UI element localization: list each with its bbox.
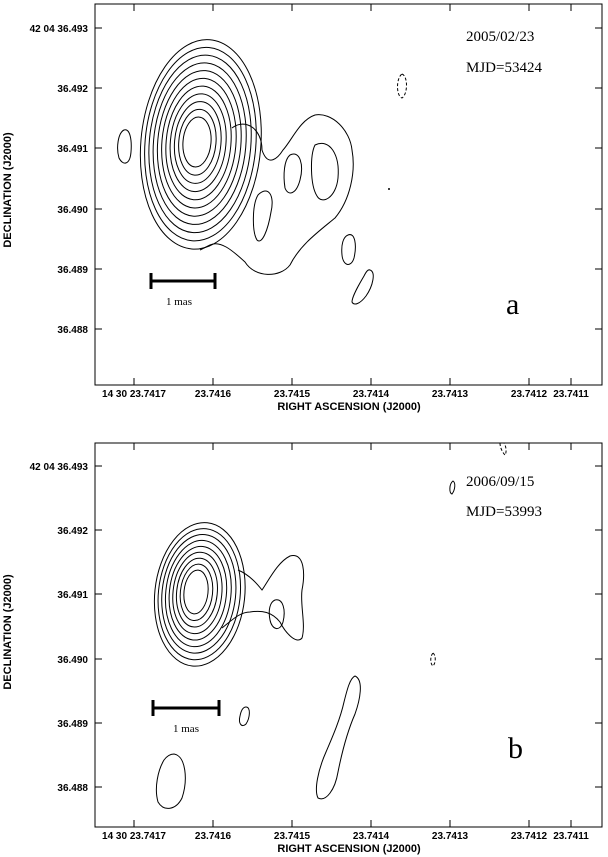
x-tick-label: 23.7415	[274, 389, 311, 400]
component-contour	[117, 129, 132, 164]
x-tick-label: 23.7413	[432, 389, 469, 400]
plot-frame	[94, 3, 603, 386]
y-tick-label: 36.489	[57, 719, 88, 730]
scale-bar-label: 1 mas	[173, 723, 199, 735]
x-tick-label: 23.7414	[353, 389, 390, 400]
core-contour-level	[173, 101, 222, 184]
core-contours	[153, 522, 246, 667]
core-contour-level	[139, 39, 262, 250]
negative-contour	[430, 652, 436, 667]
noise-point	[388, 188, 390, 190]
y-axis-title: DECLINATION (J2000)	[2, 132, 14, 248]
component-contour	[239, 706, 250, 727]
epoch-date: 2005/02/23	[466, 29, 534, 45]
scale-bar-label: 1 mas	[166, 296, 192, 308]
jet-envelope-contour	[221, 555, 304, 641]
core-contour-level	[179, 563, 214, 622]
component-contour	[311, 142, 339, 201]
x-tick-label: 23.7416	[195, 831, 232, 842]
x-tick-label: 23.7416	[195, 389, 232, 400]
component-contour	[341, 234, 356, 265]
y-tick-label: 36.488	[57, 325, 88, 336]
x-tick-label: 14 30 23.7417	[102, 831, 166, 842]
scale-bar: 1 mas	[149, 273, 217, 308]
core-contour-level	[153, 522, 246, 667]
y-tick-label: 36.490	[57, 655, 88, 666]
core-contour-level	[157, 528, 242, 661]
panel-letter: a	[506, 288, 519, 321]
negative-contour	[397, 73, 407, 99]
x-tick-label: 23.7412	[511, 389, 548, 400]
x-tick-label: 23.7414	[353, 831, 390, 842]
panel-letter: b	[508, 732, 523, 765]
component-contour	[155, 753, 186, 809]
y-tick-label: 36.488	[57, 783, 88, 794]
y-axis: 42 04 36.493 36.492 36.491 36.490 36.489…	[2, 462, 602, 794]
core-contour-level	[165, 85, 232, 201]
core-contour-level	[161, 534, 237, 654]
jet-components	[155, 442, 507, 809]
y-tick-label: 36.492	[57, 526, 88, 537]
component-contour	[351, 269, 374, 305]
core-contour-level	[178, 108, 217, 176]
x-tick-label: 14 30 23.7417	[102, 389, 166, 400]
core-contour-level	[175, 557, 218, 628]
y-tick-label: 36.489	[57, 265, 88, 276]
core-contour-level	[144, 46, 257, 242]
y-tick-label: 42 04 36.493	[30, 462, 89, 473]
x-axis-title: RIGHT ASCENSION (J2000)	[277, 401, 421, 413]
y-tick-label: 42 04 36.493	[30, 24, 89, 35]
core-contour-level	[172, 551, 223, 635]
component-contour	[268, 599, 285, 629]
plot-frame	[94, 442, 603, 828]
negative-contour	[499, 442, 507, 456]
epoch-date: 2006/09/15	[466, 474, 534, 490]
core-contour-level	[161, 77, 237, 209]
core-contour-level	[168, 545, 228, 641]
core-contours	[139, 39, 262, 250]
y-tick-label: 36.492	[57, 84, 88, 95]
x-tick-label: 23.7412	[511, 831, 548, 842]
y-tick-label: 36.490	[57, 205, 88, 216]
y-tick-label: 36.491	[57, 144, 88, 155]
x-axis-title: RIGHT ASCENSION (J2000)	[277, 843, 421, 855]
scale-bar: 1 mas	[151, 700, 221, 735]
x-tick-label: 23.7411	[553, 831, 589, 842]
panel-b: 42 04 36.493 36.492 36.491 36.490 36.489…	[2, 442, 603, 855]
component-contour	[283, 153, 303, 194]
jet-envelope-contour	[199, 114, 354, 275]
epoch-mjd: MJD=53424	[466, 60, 542, 76]
x-axis: 14 30 23.7417 23.7416 23.7415 23.7414 23…	[102, 443, 589, 855]
core-contour-level	[183, 569, 209, 615]
y-axis: 42 04 36.493 36.492 36.491 36.490 36.489…	[2, 24, 602, 336]
core-contour-level	[152, 62, 247, 225]
component-contour	[449, 480, 456, 495]
x-axis: 14 30 23.7417 23.7416 23.7415 23.7414 23…	[102, 4, 589, 413]
core-contour-level	[182, 116, 212, 168]
core-contour-level	[164, 539, 232, 648]
core-contour-level	[148, 54, 252, 234]
panel-a: 42 04 36.493 36.492 36.491 36.490 36.489…	[2, 3, 603, 413]
y-tick-label: 36.491	[57, 590, 88, 601]
x-tick-label: 23.7415	[274, 831, 311, 842]
x-tick-label: 23.7411	[553, 389, 589, 400]
x-tick-label: 23.7413	[432, 831, 469, 842]
component-contour	[315, 675, 361, 800]
component-contour	[252, 190, 273, 242]
core-contour-level	[169, 93, 227, 193]
core-contour-level	[156, 70, 242, 217]
epoch-mjd: MJD=53993	[466, 504, 542, 520]
y-axis-title: DECLINATION (J2000)	[2, 574, 14, 690]
jet-components	[117, 73, 407, 305]
